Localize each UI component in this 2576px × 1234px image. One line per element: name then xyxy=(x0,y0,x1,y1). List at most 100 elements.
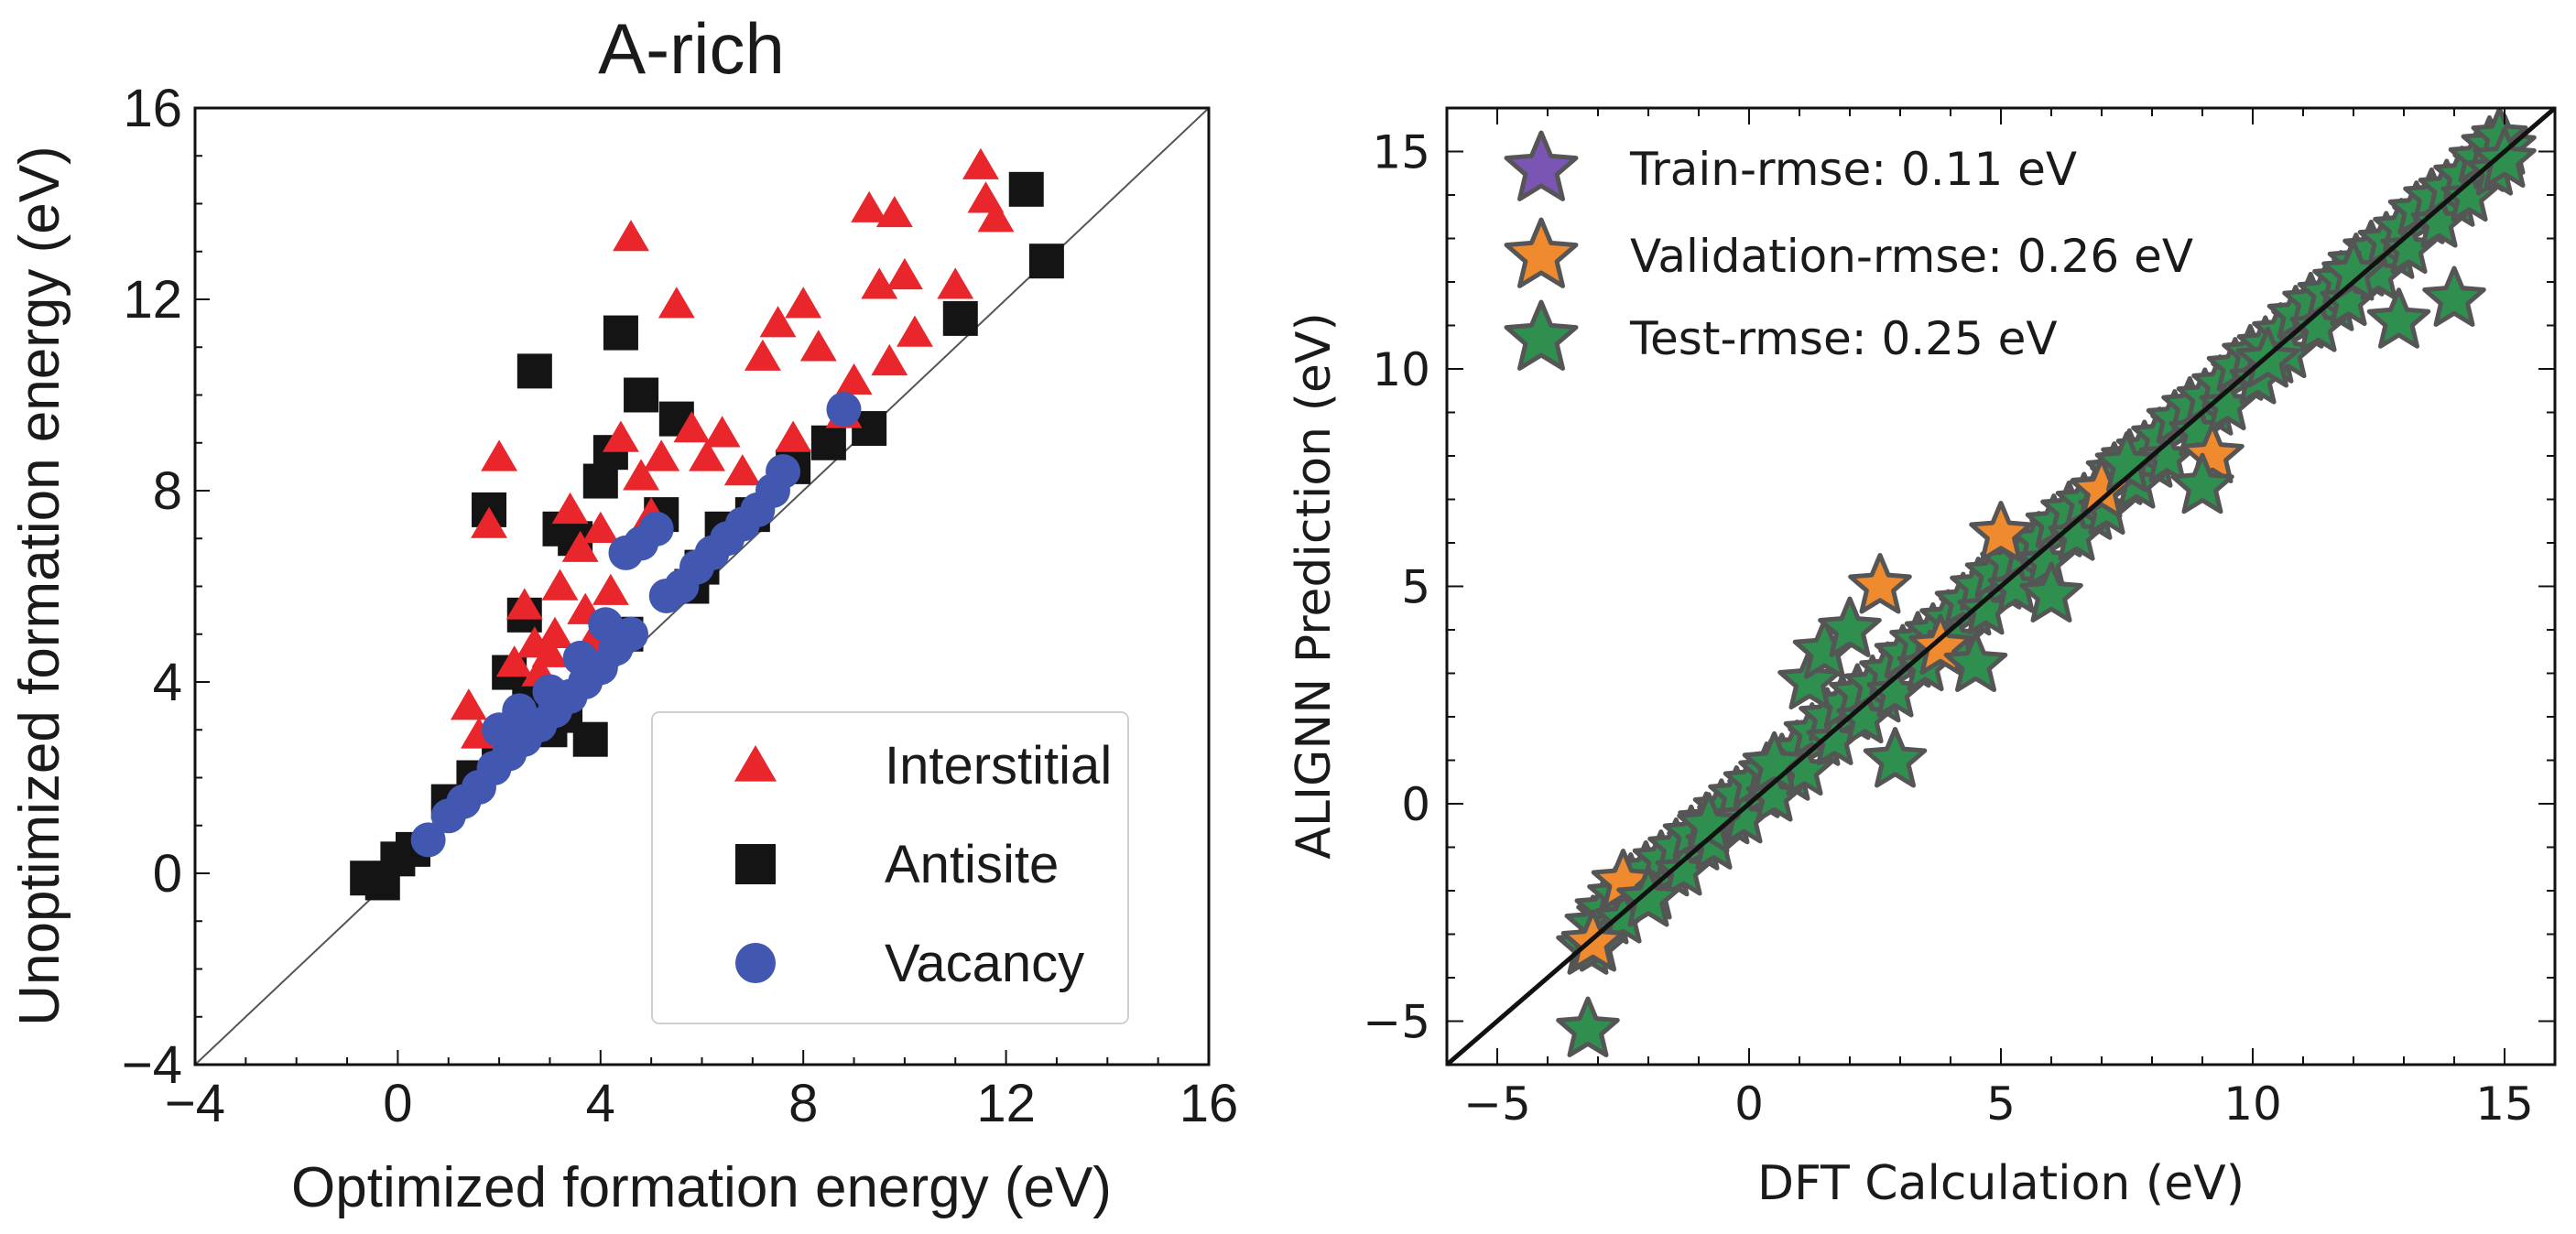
legend-vacancy-label: Vacancy xyxy=(885,934,1084,993)
test-star-marker xyxy=(2019,561,2083,622)
antisite-marker xyxy=(603,315,638,351)
legend-train-star xyxy=(1504,130,1579,201)
vacancy-marker xyxy=(638,511,674,547)
test-star-marker xyxy=(2422,265,2486,327)
interstitial-marker xyxy=(602,420,639,452)
right-x-tick-label: 10 xyxy=(2223,1077,2282,1131)
interstitial-marker xyxy=(623,459,660,491)
left-x-tick-label: 4 xyxy=(586,1074,615,1133)
interstitial-marker xyxy=(703,416,741,448)
left-y-tick-label: 16 xyxy=(123,79,182,138)
interstitial-marker xyxy=(495,645,533,677)
right-x-tick-label: −5 xyxy=(1463,1077,1531,1131)
interstitial-marker xyxy=(775,420,812,452)
left-y-tick-label: 8 xyxy=(153,461,182,521)
interstitial-marker xyxy=(505,588,543,620)
vacancy-marker xyxy=(562,640,598,676)
legend-validation-label: Validation-rmse: 0.26 eV xyxy=(1630,230,2193,283)
test-star-marker xyxy=(2473,126,2537,188)
interstitial-marker xyxy=(450,688,487,720)
left-x-tick-label: 8 xyxy=(788,1074,818,1133)
legend-antisite-label: Antisite xyxy=(885,835,1059,894)
interstitial-marker xyxy=(551,492,589,525)
interstitial-marker xyxy=(799,330,837,362)
legend-test-star xyxy=(1504,299,1579,371)
interstitial-marker xyxy=(759,306,797,338)
interstitial-marker xyxy=(875,195,913,228)
left-x-tick-label: 12 xyxy=(976,1074,1036,1133)
interstitial-marker xyxy=(835,363,873,395)
test-star-marker xyxy=(2170,452,2234,514)
test-star-marker xyxy=(1943,631,2008,692)
interstitial-marker xyxy=(962,147,999,179)
interstitial-marker xyxy=(897,315,933,347)
left-ticks-group: −4 0 4 8 12 16 −4 0 4 8 12 16 xyxy=(122,79,1238,1133)
right-legend: Train-rmse: 0.11 eV Validation-rmse: 0.26… xyxy=(1504,130,2193,371)
interstitial-marker xyxy=(689,439,725,471)
left-legend-box xyxy=(651,711,1129,1024)
interstitial-marker xyxy=(541,568,579,601)
left-y-tick-label: 0 xyxy=(153,844,182,904)
validation-star-marker xyxy=(1969,501,2033,562)
test-star-marker xyxy=(1556,996,1620,1057)
vacancy-marker xyxy=(502,693,538,729)
left-x-tick-label: −4 xyxy=(165,1074,225,1133)
interstitial-marker xyxy=(937,267,974,299)
a-rich-panel: A-rich −4 0 4 8 12 16 −4 0 4 8 12 16 Optimized form… xyxy=(8,8,1238,1219)
vacancy-marker xyxy=(532,674,568,709)
validation-star-marker xyxy=(1848,553,1912,614)
right-y-tick-label: 0 xyxy=(1401,778,1430,831)
legend-test-label: Test-rmse: 0.25 eV xyxy=(1629,312,2058,365)
antisite-marker xyxy=(1008,171,1044,207)
right-x-tick-label: 5 xyxy=(1986,1077,2016,1131)
interstitial-marker xyxy=(592,573,629,605)
left-chart-title: A-rich xyxy=(598,8,785,89)
interstitial-marker xyxy=(744,339,781,371)
right-y-tick-label: 15 xyxy=(1372,126,1430,179)
antisite-marker xyxy=(516,353,552,389)
left-markers-group xyxy=(194,107,1210,1066)
test-star-marker xyxy=(1863,727,1928,788)
interstitial-marker xyxy=(516,626,553,658)
right-markers-group xyxy=(1445,106,2557,1066)
left-y-tick-label: 4 xyxy=(153,653,182,712)
right-y-tick-label: 10 xyxy=(1372,343,1430,396)
test-star-marker xyxy=(2366,287,2431,349)
interstitial-marker xyxy=(861,267,898,299)
interstitial-marker xyxy=(851,190,888,222)
interstitial-marker xyxy=(977,200,1015,233)
left-x-tick-label: 0 xyxy=(383,1074,412,1133)
interstitial-marker xyxy=(531,635,569,667)
antisite-marker xyxy=(942,300,978,336)
interstitial-marker xyxy=(785,287,822,319)
legend-interstitial-label: Interstitial xyxy=(885,736,1112,796)
right-ticks-group: −5 0 5 10 15 −5 0 5 10 15 xyxy=(1363,107,2556,1131)
right-x-axis-label: DFT Calculation (eV) xyxy=(1757,1156,2244,1211)
interstitial-marker xyxy=(643,439,680,471)
alignn-panel: −5 0 5 10 15 −5 0 5 10 15 DFT Calculation (eV) AL… xyxy=(1287,106,2557,1211)
left-x-axis-label: Optimized formation energy (eV) xyxy=(291,1156,1112,1219)
interstitial-marker xyxy=(613,220,649,252)
vacancy-marker xyxy=(410,822,446,858)
left-y-axis-label: Unoptimized formation energy (eV) xyxy=(8,146,71,1025)
test-star-marker xyxy=(1742,731,1807,793)
interstitial-marker xyxy=(537,616,573,648)
interstitial-marker xyxy=(582,511,619,543)
vacancy-marker xyxy=(588,607,624,643)
interstitial-marker xyxy=(658,287,695,319)
test-star-marker xyxy=(1818,596,1882,657)
right-diagonal-line xyxy=(1445,106,2557,1066)
test-star-marker xyxy=(1616,866,1680,927)
interstitial-marker xyxy=(561,530,599,562)
legend-interstitial-marker xyxy=(734,745,777,782)
right-x-tick-label: 15 xyxy=(2475,1077,2534,1131)
right-x-tick-label: 0 xyxy=(1734,1077,1764,1131)
interstitial-marker xyxy=(723,454,761,486)
legend-train-label: Train-rmse: 0.11 eV xyxy=(1629,143,2077,196)
interstitial-marker xyxy=(673,411,711,443)
right-y-tick-label: −5 xyxy=(1363,996,1430,1049)
interstitial-marker xyxy=(886,257,923,290)
interstitial-marker xyxy=(471,506,507,538)
interstitial-marker xyxy=(871,343,908,376)
